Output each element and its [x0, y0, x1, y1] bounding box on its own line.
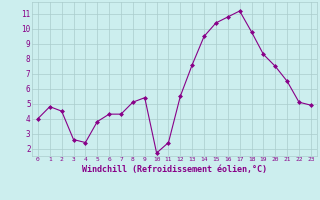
- X-axis label: Windchill (Refroidissement éolien,°C): Windchill (Refroidissement éolien,°C): [82, 165, 267, 174]
